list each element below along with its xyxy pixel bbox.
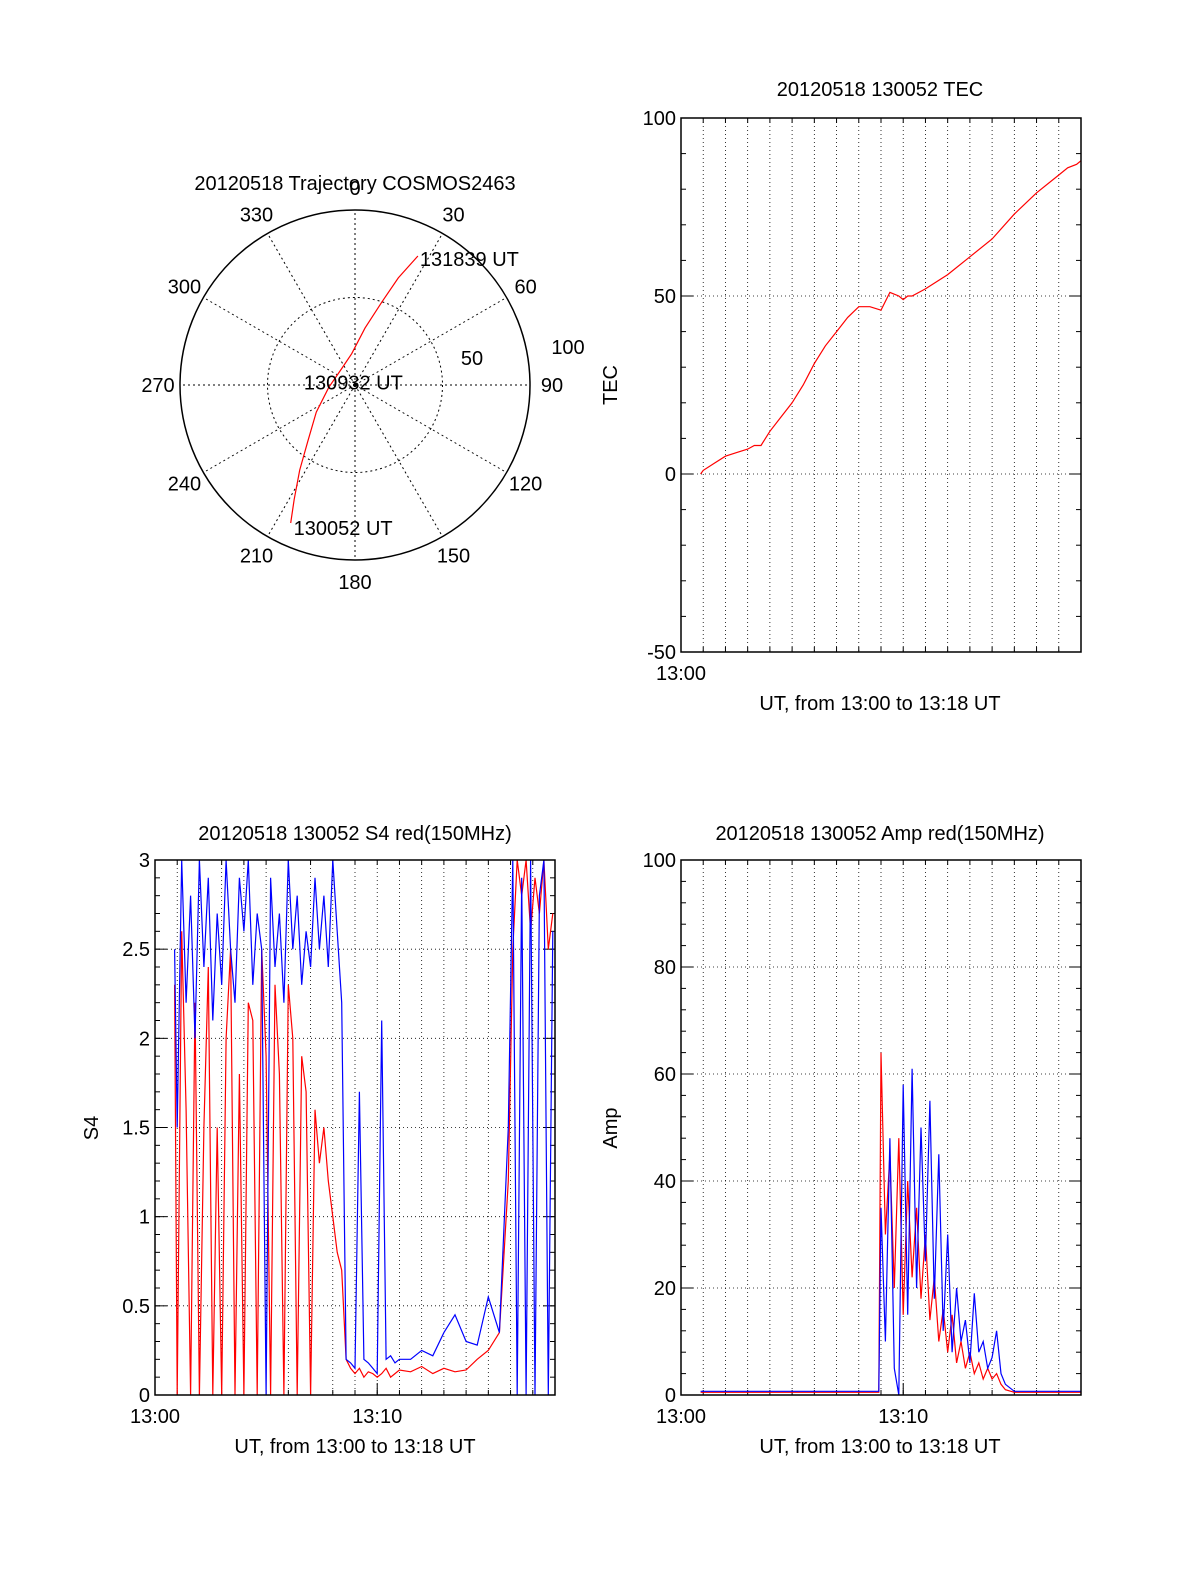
- series-line-blue: [174, 860, 554, 1395]
- s4-ylabel: S4: [81, 1116, 103, 1140]
- series-line-blue: [700, 1068, 1081, 1395]
- tec-xlabel: UT, from 13:00 to 13:18 UT: [759, 693, 1000, 715]
- trajectory-end-label: 131839 UT: [420, 249, 519, 271]
- radius-label: 100: [551, 337, 584, 359]
- trajectory-mid-label: 130932 UT: [304, 372, 403, 394]
- plot-frame: [154, 859, 556, 1396]
- azimuth-label: 270: [141, 375, 174, 397]
- tec-panel: 20120518 130052 TEC -50 0 50 100 13:00 UT, f…: [600, 79, 1082, 715]
- s4-panel: 20120518 130052 S4 red(150MHz) 0 0.5 1 1.5 2…: [81, 823, 556, 1458]
- plot-frame: [680, 859, 1082, 1396]
- trajectory-title: 20120518 Trajectory COSMOS2463: [194, 173, 515, 195]
- radius-label: 50: [461, 348, 483, 370]
- y-tick-label: 80: [654, 957, 676, 979]
- y-tick-label: 60: [654, 1064, 676, 1086]
- s4-title: 20120518 130052 S4 red(150MHz): [198, 823, 512, 845]
- series-line-red: [700, 160, 1081, 475]
- trajectory-start-label: 130052 UT: [294, 518, 393, 540]
- polar-outer-ring: [179, 209, 531, 561]
- y-tick-label: 0: [665, 464, 676, 486]
- y-tick-label: 50: [654, 286, 676, 308]
- series-line-red: [174, 860, 554, 1395]
- azimuth-label: 90: [541, 375, 563, 397]
- azimuth-label: 210: [240, 546, 273, 568]
- polar-track: [290, 255, 419, 524]
- polar-spoke-300: [203, 297, 356, 386]
- polar-spoke-330: [267, 233, 356, 386]
- polar-spoke-30: [354, 233, 443, 386]
- polar-spoke-60: [354, 297, 507, 386]
- azimuth-label: 300: [168, 277, 201, 299]
- trajectory-panel: 20120518 Trajectory COSMOS2463 0 30 60 90 12…: [141, 173, 584, 594]
- y-tick-label: 20: [654, 1278, 676, 1300]
- azimuth-label: 180: [338, 572, 371, 594]
- y-tick-label: 1.5: [122, 1118, 150, 1140]
- s4-plot-area: 0 0.5 1 1.5 2 2.5 3 13:00 13:10: [122, 850, 556, 1428]
- amp-xlabel: UT, from 13:00 to 13:18 UT: [759, 1436, 1000, 1458]
- polar-spoke-150: [354, 384, 443, 537]
- amp-plot-area: 0 20 40 60 80 100 13:00 13:10: [643, 850, 1082, 1428]
- y-tick-label: 100: [643, 850, 676, 872]
- x-tick-label: 13:00: [656, 1406, 706, 1428]
- tec-ylabel: TEC: [600, 365, 622, 405]
- polar-labels: 0 30 60 90 120 150 180 210 240 270 300 330 50 100 1318…: [141, 178, 584, 594]
- polar-spoke-120: [354, 384, 507, 473]
- azimuth-label: 30: [442, 204, 464, 226]
- s4-xlabel: UT, from 13:00 to 13:18 UT: [234, 1436, 475, 1458]
- y-tick-label: 0.5: [122, 1296, 150, 1318]
- y-tick-label: -50: [647, 642, 676, 664]
- y-tick-label: 0: [665, 1385, 676, 1407]
- azimuth-label: 150: [437, 546, 470, 568]
- y-tick-label: 2.5: [122, 939, 150, 961]
- amp-ylabel: Amp: [600, 1107, 622, 1148]
- tec-title: 20120518 130052 TEC: [777, 79, 983, 101]
- polar-spoke-240: [203, 384, 356, 473]
- y-tick-label: 3: [139, 850, 150, 872]
- y-tick-label: 0: [139, 1385, 150, 1407]
- x-tick-label: 13:10: [878, 1406, 928, 1428]
- x-tick-label: 13:00: [656, 663, 706, 685]
- azimuth-label: 60: [514, 277, 536, 299]
- polar-spoke-210: [267, 384, 356, 537]
- y-tick-label: 1: [139, 1207, 150, 1229]
- y-tick-label: 2: [139, 1028, 150, 1050]
- amp-title: 20120518 130052 Amp red(150MHz): [715, 823, 1044, 845]
- polar-ring-50: [267, 297, 443, 473]
- y-tick-label: 40: [654, 1171, 676, 1193]
- y-tick-label: 100: [643, 108, 676, 130]
- azimuth-label: 330: [240, 204, 273, 226]
- azimuth-label: 0: [349, 178, 360, 200]
- tec-plot-area: -50 0 50 100 13:00: [643, 108, 1082, 685]
- amp-panel: 20120518 130052 Amp red(150MHz) 0 20 40 60 8…: [600, 823, 1082, 1458]
- trajectory-line: [290, 255, 419, 524]
- x-tick-label: 13:00: [130, 1406, 180, 1428]
- x-tick-label: 13:10: [352, 1406, 402, 1428]
- azimuth-label: 240: [168, 474, 201, 496]
- plot-frame: [680, 117, 1082, 653]
- polar-grid: [179, 209, 531, 561]
- azimuth-label: 120: [509, 474, 542, 496]
- series-line-red: [700, 1052, 1081, 1393]
